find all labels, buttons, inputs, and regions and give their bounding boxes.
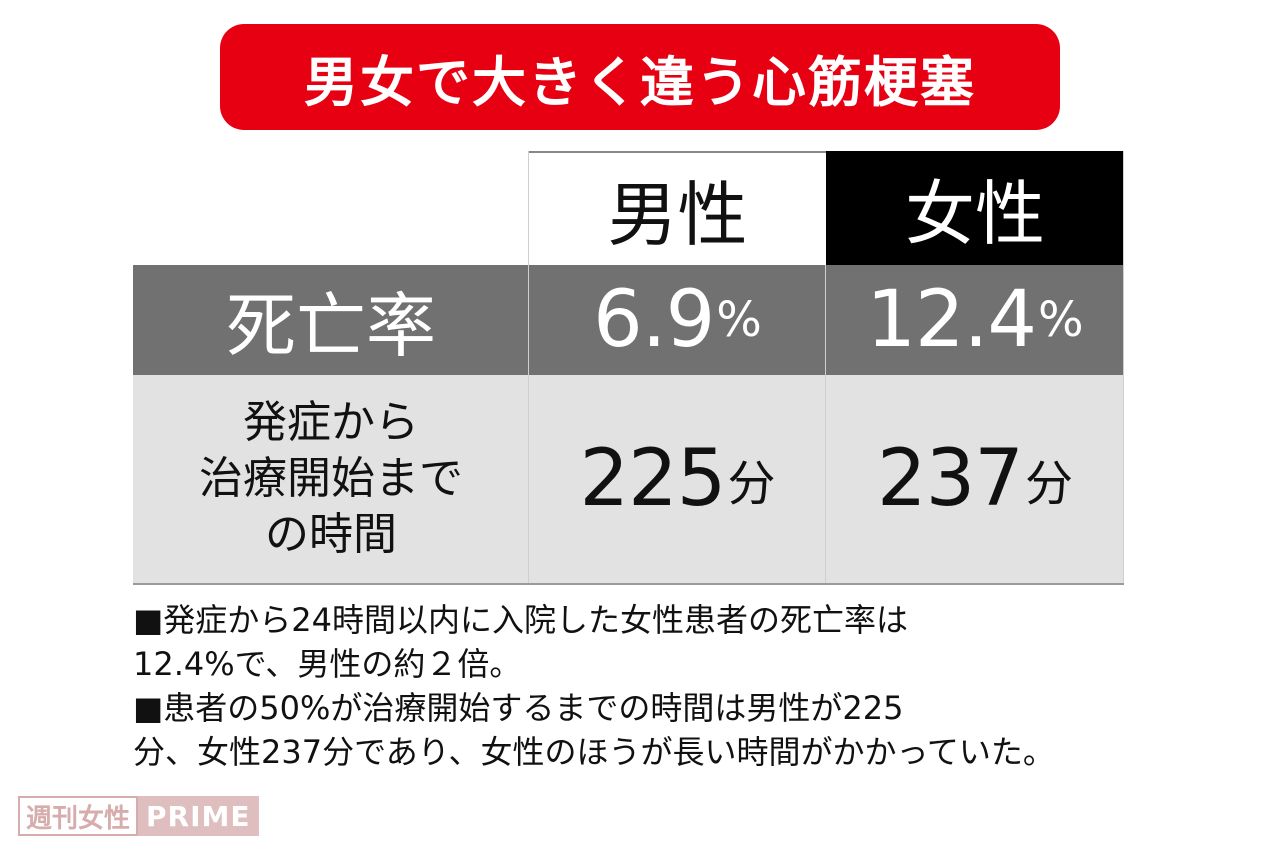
column-divider-1 xyxy=(528,151,529,583)
title-banner: 男女で大きく違う心筋梗塞 xyxy=(220,24,1060,130)
row-time-female: 237 分 xyxy=(826,375,1124,583)
column-divider-3 xyxy=(1123,151,1124,583)
header-female: 女性 xyxy=(826,151,1124,265)
time-female-unit: 分 xyxy=(1024,456,1073,512)
note-1: ■発症から24時間以内に入院した女性患者の死亡率は 12.4%で、男性の約２倍。 xyxy=(133,601,908,683)
notes: ■発症から24時間以内に入院した女性患者の死亡率は 12.4%で、男性の約２倍。… xyxy=(133,598,1263,774)
row-mortality-female: 12.4% xyxy=(826,265,1124,375)
row-mortality-male: 6.9% xyxy=(529,265,826,375)
mortality-female-unit: % xyxy=(1038,292,1084,348)
header-male-label: 男性 xyxy=(607,173,748,256)
logo-left-text: 週刊女性 xyxy=(18,796,139,836)
mortality-female-value: 12.4 xyxy=(866,275,1037,365)
header-female-label: 女性 xyxy=(905,172,1045,255)
publisher-logo: 週刊女性 PRIME xyxy=(18,796,259,836)
time-female-value: 237 xyxy=(877,434,1024,524)
time-male-unit: 分 xyxy=(727,456,776,512)
mortality-male-value: 6.9 xyxy=(593,275,715,365)
row-mortality-label: 死亡率 xyxy=(133,265,529,375)
row-time-label: 発症から 治療開始まで の時間 xyxy=(133,375,529,583)
header-male: 男性 xyxy=(529,151,826,265)
row-mortality-label-text: 死亡率 xyxy=(226,284,436,367)
mortality-male-unit: % xyxy=(716,292,762,348)
row-time-label-line-1: 発症から xyxy=(243,397,419,448)
row-time-label-line-3: の時間 xyxy=(265,509,397,560)
column-divider-2 xyxy=(825,265,826,583)
table-bottom-border xyxy=(133,583,1124,585)
chart-title: 男女で大きく違う心筋梗塞 xyxy=(304,50,976,114)
logo-right-text: PRIME xyxy=(138,796,259,836)
row-time-label-line-2: 治療開始まで xyxy=(199,453,463,504)
time-male-value: 225 xyxy=(579,434,727,524)
note-2: ■患者の50%が治療開始するまでの時間は男性が225 分、女性237分であり、女… xyxy=(133,689,1055,771)
row-time-male: 225 分 xyxy=(529,375,826,583)
